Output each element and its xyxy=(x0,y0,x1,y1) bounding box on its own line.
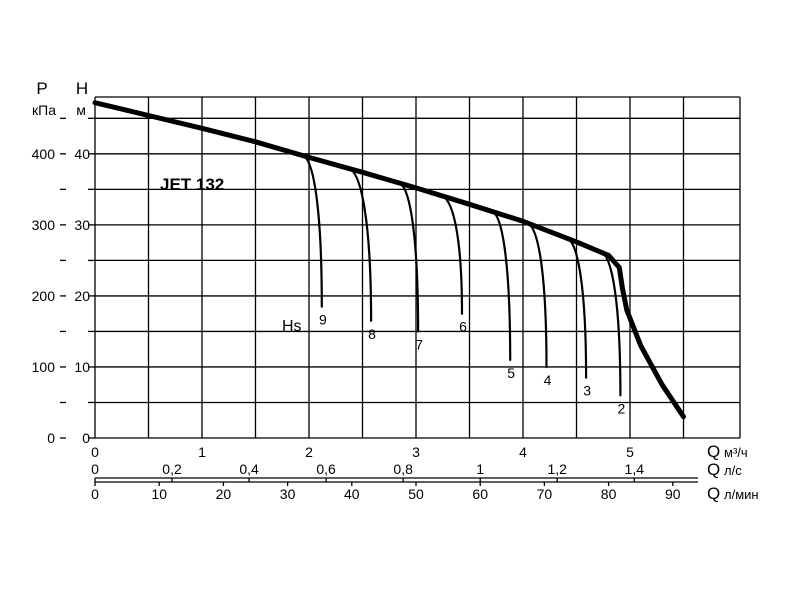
x-axes: 0 1 2 3 4 50 0,2 0,4 0,6 0,8 1 1,2 1,40 10 20 30 40 50 60 7… xyxy=(91,442,758,503)
y-axis-right-ticks: 0 10 20 30 40 xyxy=(74,117,95,446)
y-right-tick-label: 40 xyxy=(74,146,90,162)
x-ls-tick-label: 0 xyxy=(91,461,99,477)
suction-curve-label: 7 xyxy=(415,336,423,352)
suction-curve-label: 8 xyxy=(368,326,376,342)
y-left-tick-label: 400 xyxy=(32,146,56,162)
x-ls-tick-label: 1,4 xyxy=(625,461,645,477)
x-lmin-tick-label: 10 xyxy=(151,486,167,502)
x-m3h-tick-label: 2 xyxy=(305,444,313,460)
x-ls-symbol: Q xyxy=(707,460,720,479)
pressure-unit: кПа xyxy=(32,102,56,118)
y-axis-left-ticks: 0 100 200 300 400 xyxy=(32,117,66,446)
x-lmin-tick-label: 20 xyxy=(216,486,232,502)
head-symbol: H xyxy=(76,79,88,98)
suction-label: Hs xyxy=(282,318,302,335)
x-m3h-unit: м³/ч xyxy=(724,445,748,460)
x-ls-tick-label: 0,4 xyxy=(239,461,259,477)
x-lmin-unit: л/мин xyxy=(724,487,759,502)
y-left-tick-label: 200 xyxy=(32,288,56,304)
suction-curve-3 xyxy=(566,237,588,379)
x-lmin-symbol: Q xyxy=(707,484,720,503)
x-ls-tick-label: 0,6 xyxy=(316,461,336,477)
y-right-tick-label: 10 xyxy=(74,359,90,375)
x-lmin-tick-label: 50 xyxy=(408,486,424,502)
x-ls-tick-label: 1,2 xyxy=(548,461,568,477)
chart-title: JET 132 xyxy=(160,175,224,194)
suction-curve-4 xyxy=(527,222,548,369)
x-lmin-tick-label: 40 xyxy=(344,486,360,502)
suction-curve-9 xyxy=(302,154,323,308)
x-ls-tick-label: 0,2 xyxy=(162,461,182,477)
suction-curve-label: 6 xyxy=(459,319,467,335)
y-right-tick-label: 20 xyxy=(74,288,90,304)
curves: 9 8 7 6 5 4 3 2 xyxy=(92,100,686,420)
pressure-symbol: P xyxy=(36,79,47,98)
x-lmin-tick-label: 60 xyxy=(472,486,488,502)
suction-curve-label: 5 xyxy=(507,365,515,381)
suction-curve-label: 3 xyxy=(583,383,591,399)
suction-curve-6 xyxy=(441,195,464,315)
y-left-tick-label: 0 xyxy=(47,430,55,446)
x-lmin-tick-label: 90 xyxy=(665,486,681,502)
x-m3h-tick-label: 1 xyxy=(198,444,206,460)
head-unit: м xyxy=(76,102,86,118)
suction-curve-label: 2 xyxy=(617,400,625,416)
suction-curve-5 xyxy=(491,210,512,361)
x-lmin-tick-label: 0 xyxy=(91,486,99,502)
x-m3h-tick-label: 3 xyxy=(412,444,420,460)
y-left-tick-label: 300 xyxy=(32,217,56,233)
x-m3h-tick-label: 4 xyxy=(519,444,527,460)
suction-curve-label: 9 xyxy=(319,312,327,328)
y-right-tick-label: 0 xyxy=(82,430,90,446)
x-ls-tick-label: 0,8 xyxy=(393,461,413,477)
suction-curve-8 xyxy=(348,167,373,322)
x-m3h-symbol: Q xyxy=(707,442,720,461)
y-right-tick-label: 30 xyxy=(74,217,90,233)
suction-curve-label: 4 xyxy=(544,372,552,388)
x-lmin-tick-label: 70 xyxy=(537,486,553,502)
x-ls-unit: л/с xyxy=(724,463,742,478)
x-lmin-tick-label: 80 xyxy=(601,486,617,502)
suction-curve-2 xyxy=(601,251,622,397)
x-m3h-tick-label: 0 xyxy=(91,444,99,460)
suction-curve-7 xyxy=(398,182,420,333)
x-m3h-tick-label: 5 xyxy=(626,444,634,460)
y-left-tick-label: 100 xyxy=(32,359,56,375)
performance-curve xyxy=(92,100,686,420)
x-lmin-tick-label: 30 xyxy=(280,486,296,502)
x-ls-tick-label: 1 xyxy=(476,461,484,477)
